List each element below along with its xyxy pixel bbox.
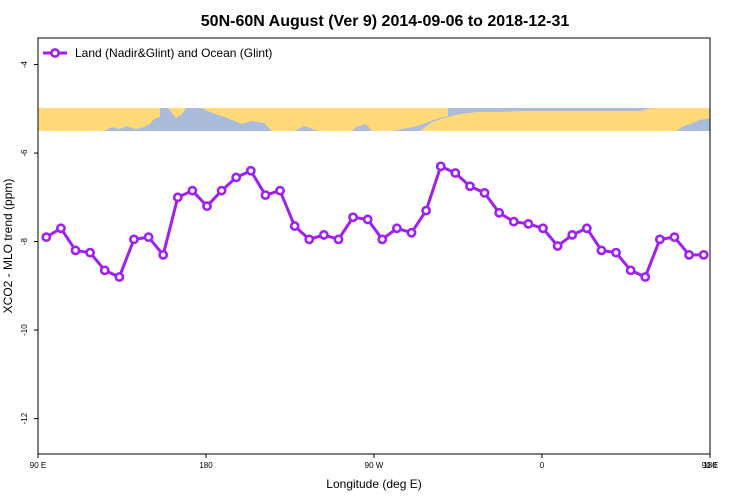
data-point <box>348 212 358 223</box>
data-point <box>99 265 110 276</box>
world-map-strip <box>38 108 710 131</box>
y-axis-label: XCO2 - MLO trend (ppm) <box>1 179 15 314</box>
data-point <box>85 247 96 258</box>
data-point <box>129 234 139 245</box>
data-point <box>392 223 402 234</box>
data-point <box>611 247 621 258</box>
series-line <box>45 164 704 279</box>
data-point <box>275 185 285 196</box>
data-point <box>56 223 66 234</box>
data-point <box>596 245 607 256</box>
x-tick-label: 90 W <box>365 461 384 470</box>
y-tick-label: -4 <box>20 60 29 68</box>
data-point <box>567 230 578 240</box>
data-point <box>231 172 242 183</box>
data-point <box>465 181 475 192</box>
data-point <box>698 249 709 260</box>
data-point <box>508 216 519 227</box>
data-point <box>216 185 227 196</box>
data-point <box>494 207 505 218</box>
x-tick-label: 90 E <box>702 461 718 470</box>
data-point <box>581 223 592 234</box>
data-point <box>377 234 388 245</box>
data-point <box>669 232 680 243</box>
data-point <box>202 201 212 212</box>
x-tick-label: 90 E <box>30 461 46 470</box>
legend: Land (Nadir&Glint) and Ocean (Glint) <box>43 46 272 60</box>
data-point <box>158 249 169 260</box>
map-land-kamchatka-east <box>686 108 706 118</box>
map-land-asia-west <box>38 108 160 131</box>
data-point <box>41 232 52 243</box>
data-point <box>187 185 198 196</box>
chart-title: 50N-60N August (Ver 9) 2014-09-06 to 201… <box>201 13 570 30</box>
data-point <box>70 245 81 256</box>
data-point <box>684 249 694 260</box>
map-land-alaska-canada <box>202 108 448 131</box>
legend-entry-label: Land (Nadir&Glint) and Ocean (Glint) <box>75 46 272 60</box>
legend-marker-swatch <box>50 48 60 58</box>
y-axis: -4 -6 -8 -10 -12 <box>20 60 38 424</box>
data-point <box>654 234 665 245</box>
data-point <box>435 161 446 172</box>
data-point <box>260 190 271 201</box>
data-point <box>245 165 256 176</box>
y-tick-label: -6 <box>20 149 29 157</box>
x-tick-label: 0 <box>540 461 545 470</box>
y-tick-label: -12 <box>20 412 29 424</box>
data-point <box>640 272 651 282</box>
data-point <box>333 234 344 245</box>
data-point <box>479 187 490 198</box>
x-tick-label: 180 <box>703 461 717 470</box>
data-point <box>362 214 373 225</box>
data-point <box>318 230 329 240</box>
data-point <box>625 265 636 276</box>
plot-frame <box>37 37 711 455</box>
data-point <box>289 221 300 231</box>
data-point <box>143 232 154 243</box>
y-tick-label: -8 <box>20 237 29 245</box>
data-point <box>114 272 125 282</box>
data-point <box>450 168 461 178</box>
data-point <box>172 192 183 203</box>
y-tick-label: -10 <box>20 324 29 336</box>
data-point <box>523 218 534 229</box>
x-axis-label: Longitude (deg E) <box>326 477 421 491</box>
data-point <box>304 234 315 245</box>
data-point <box>406 227 417 238</box>
series-layer <box>41 161 709 282</box>
map-land-europe <box>420 108 710 131</box>
map-land-kamchatka <box>168 108 186 118</box>
data-point <box>421 205 432 216</box>
x-tick-label: 180 <box>199 461 213 470</box>
data-point <box>538 223 548 234</box>
data-point <box>552 241 563 251</box>
